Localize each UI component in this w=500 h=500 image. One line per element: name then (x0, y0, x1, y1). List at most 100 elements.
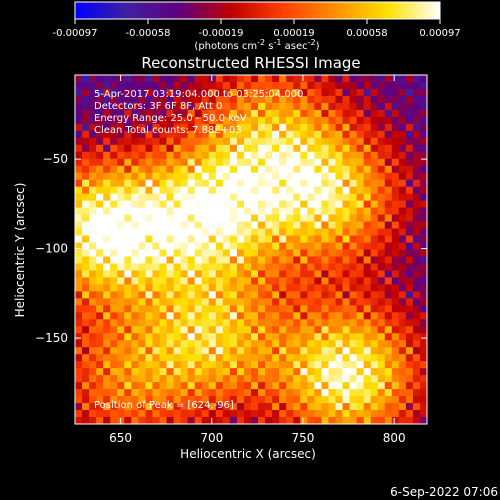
heatmap-cell (370, 158, 379, 167)
heatmap-cell (412, 130, 421, 139)
heatmap-cell (166, 235, 174, 243)
heatmap-cell (89, 382, 97, 390)
heatmap-cell (152, 123, 160, 132)
heatmap-cell (138, 382, 146, 390)
heatmap-cell (356, 144, 365, 153)
heatmap-cell (145, 326, 153, 334)
heatmap-cell (398, 228, 407, 236)
heatmap-cell (300, 333, 308, 341)
heatmap-cell (370, 249, 379, 257)
heatmap-cell (117, 284, 125, 292)
heatmap-cell (82, 382, 90, 390)
heatmap-cell (96, 347, 104, 355)
heatmap-cell (398, 130, 407, 139)
heatmap-cell (272, 305, 280, 313)
heatmap-cell (89, 116, 97, 125)
heatmap-cell (194, 382, 203, 390)
heatmap-cell (96, 368, 104, 376)
heatmap-cell (307, 151, 315, 160)
heatmap-cell (314, 249, 322, 257)
heatmap-cell (405, 95, 414, 104)
heatmap-cell (166, 151, 174, 160)
heatmap-cell (96, 375, 104, 383)
heatmap-cell (314, 88, 322, 97)
heatmap-cell (222, 242, 231, 250)
heatmap-cell (328, 221, 336, 229)
heatmap-cell (342, 368, 350, 376)
heatmap-cell (314, 193, 322, 202)
heatmap-cell (363, 95, 372, 104)
heatmap-cell (363, 214, 372, 222)
heatmap-cell (96, 333, 104, 341)
heatmap-cell (131, 361, 139, 369)
heatmap-cell (96, 389, 104, 397)
heatmap-cell (166, 326, 174, 334)
heatmap-cell (215, 130, 224, 139)
heatmap-cell (335, 347, 343, 355)
heatmap-cell (335, 200, 343, 209)
heatmap-cell (180, 130, 189, 139)
heatmap-cell (391, 249, 400, 257)
heatmap-cell (194, 116, 203, 125)
heatmap-cell (314, 95, 322, 104)
heatmap-cell (180, 319, 189, 327)
heatmap-cell (349, 172, 357, 181)
heatmap-cell (159, 221, 167, 229)
heatmap-cell (124, 368, 132, 376)
heatmap-cell (307, 333, 315, 341)
heatmap-cell (103, 165, 111, 174)
heatmap-cell (89, 102, 97, 111)
heatmap-cell (377, 277, 386, 285)
heatmap-cell (377, 319, 386, 327)
heatmap-cell (138, 326, 146, 334)
heatmap-cell (194, 186, 203, 195)
heatmap-cell (75, 354, 83, 362)
heatmap-cell (96, 137, 104, 146)
heatmap-cell (194, 158, 203, 167)
heatmap-cell (124, 214, 132, 222)
heatmap-cell (314, 116, 322, 125)
heatmap-cell (194, 228, 203, 236)
heatmap-cell (307, 249, 315, 257)
heatmap-cell (152, 95, 160, 104)
heatmap-cell (236, 298, 245, 306)
heatmap-cell (117, 242, 125, 250)
heatmap-cell (265, 368, 273, 376)
heatmap-cell (349, 263, 357, 271)
heatmap-cell (243, 270, 252, 278)
heatmap-cell (412, 95, 421, 104)
heatmap-cell (110, 200, 118, 209)
heatmap-cell (293, 368, 301, 376)
heatmap-cell (166, 81, 174, 90)
heatmap-cell (124, 242, 132, 250)
heatmap-cell (187, 389, 196, 397)
heatmap-cell (89, 165, 97, 174)
heatmap-cell (124, 179, 132, 188)
heatmap-cell (215, 410, 224, 418)
heatmap-cell (265, 214, 273, 222)
heatmap-cell (356, 312, 365, 320)
heatmap-cell (117, 382, 125, 390)
heatmap-cell (356, 368, 365, 376)
heatmap-cell (82, 193, 90, 202)
heatmap-cell (208, 389, 217, 397)
heatmap-cell (363, 144, 372, 153)
heatmap-cell (377, 214, 386, 222)
heatmap-cell (258, 326, 266, 334)
heatmap-cell (307, 375, 315, 383)
heatmap-cell (272, 221, 280, 229)
heatmap-cell (356, 417, 365, 424)
heatmap-cell (145, 256, 153, 264)
info-line: Detectors: 3F 6F 8F, Att 0 (94, 101, 222, 112)
heatmap-cell (96, 305, 104, 313)
heatmap-cell (103, 410, 111, 418)
heatmap-cell (300, 368, 308, 376)
heatmap-cell (279, 123, 287, 132)
heatmap-cell (110, 403, 118, 411)
heatmap-cell (300, 81, 308, 90)
heatmap-cell (117, 228, 125, 236)
heatmap-cell (124, 95, 132, 104)
heatmap-cell (229, 130, 238, 139)
heatmap-cell (222, 410, 231, 418)
heatmap-cell (138, 214, 146, 222)
